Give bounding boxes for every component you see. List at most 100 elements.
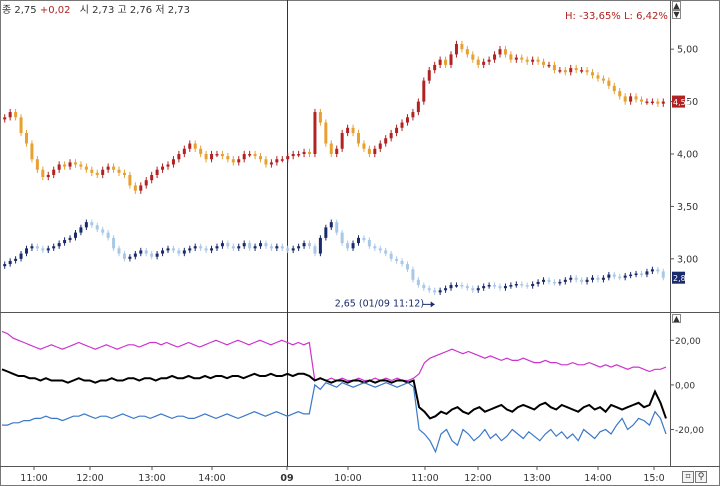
candle-body bbox=[623, 96, 627, 102]
candle-body bbox=[117, 248, 121, 254]
time-tick-label: 11:00 bbox=[20, 473, 47, 484]
candle-body bbox=[509, 54, 513, 60]
candle-body bbox=[35, 246, 39, 249]
candle-body bbox=[580, 70, 584, 72]
axis-layer: 5,00 4,50 4,00 3,50 3,00 4,50 2,82 2,65 (01/09 … bbox=[20, 45, 704, 484]
candle-body bbox=[308, 243, 312, 247]
candle-body bbox=[542, 279, 546, 282]
candle-body bbox=[444, 59, 448, 65]
candle-body bbox=[542, 61, 546, 65]
candle-body bbox=[177, 250, 181, 254]
candle-body bbox=[139, 185, 143, 191]
candle-body bbox=[650, 269, 654, 272]
candle-body bbox=[346, 243, 350, 249]
candle-body bbox=[460, 285, 464, 287]
candle-body bbox=[618, 91, 622, 97]
candle-body bbox=[19, 117, 23, 134]
candle-body bbox=[335, 222, 339, 233]
candle-body bbox=[536, 59, 540, 62]
candle-body bbox=[405, 264, 409, 270]
candle-body bbox=[389, 133, 393, 139]
candle-body bbox=[84, 166, 88, 170]
candle-body bbox=[161, 166, 165, 170]
candle-body bbox=[3, 264, 7, 267]
candle-body bbox=[73, 162, 77, 165]
time-tick-label: 09 bbox=[280, 473, 293, 484]
candle-body bbox=[220, 154, 224, 157]
candle-body bbox=[14, 258, 18, 261]
candle-body bbox=[57, 164, 61, 170]
candle-body bbox=[454, 43, 458, 55]
candle-body bbox=[237, 159, 241, 163]
last-value-badge-text: 4,50 bbox=[673, 98, 691, 107]
candle-body bbox=[395, 127, 399, 134]
candle-body bbox=[133, 253, 137, 257]
candle-body bbox=[449, 54, 453, 65]
candle-body bbox=[612, 274, 616, 277]
candle-body bbox=[601, 277, 605, 280]
candle-body bbox=[35, 159, 39, 170]
panel-collapse-icon[interactable]: ▲ bbox=[672, 314, 681, 323]
candle-body bbox=[482, 286, 486, 289]
candle-body bbox=[324, 122, 328, 144]
expand-down-icon[interactable]: ▼ bbox=[672, 10, 681, 19]
candle-body bbox=[210, 248, 214, 251]
candle-body bbox=[476, 59, 480, 65]
time-tick-label: 12:00 bbox=[464, 473, 491, 484]
candle-body bbox=[101, 229, 105, 233]
candle-body bbox=[220, 243, 224, 247]
candle-body bbox=[253, 154, 257, 157]
candle-body bbox=[433, 64, 437, 71]
candle-body bbox=[155, 253, 159, 257]
candle-body bbox=[601, 78, 605, 81]
candle-body bbox=[656, 101, 660, 104]
candle-body bbox=[449, 285, 453, 289]
candle-body bbox=[286, 248, 290, 251]
candle-body bbox=[629, 96, 633, 102]
price-tick-label: 5,00 bbox=[677, 45, 698, 56]
zoom-icon[interactable]: ⚲ bbox=[695, 471, 707, 483]
candle-body bbox=[199, 148, 203, 154]
candle-body bbox=[177, 154, 181, 160]
candle-body bbox=[356, 133, 360, 144]
candle-body bbox=[52, 169, 56, 175]
crosshair-tool-icon[interactable]: ⌗ bbox=[682, 471, 694, 483]
candle-body bbox=[248, 243, 252, 249]
candle-body bbox=[95, 225, 99, 230]
candle-body bbox=[63, 239, 67, 244]
expand-up-icon[interactable]: ▲ bbox=[672, 1, 681, 10]
candle-body bbox=[128, 256, 132, 259]
candle-body bbox=[8, 112, 12, 118]
quote-header: 종 2,75 +0,02 시 2,73 고 2,76 저 2,73 bbox=[2, 1, 190, 16]
candle-body bbox=[650, 101, 654, 104]
candle-body bbox=[656, 269, 660, 272]
candle-body bbox=[346, 127, 350, 134]
candle-body bbox=[41, 248, 45, 251]
candle-body bbox=[182, 250, 186, 254]
candle-body bbox=[335, 148, 339, 154]
candle-body bbox=[465, 49, 469, 55]
candle-body bbox=[297, 246, 301, 249]
candle-body bbox=[596, 75, 600, 79]
time-tick-label: 14:00 bbox=[584, 473, 611, 484]
candle-body bbox=[563, 70, 567, 73]
candle-body bbox=[52, 246, 56, 249]
candle-body bbox=[275, 246, 279, 249]
candle-body bbox=[520, 57, 524, 60]
candle-body bbox=[291, 154, 295, 157]
candle-body bbox=[362, 143, 366, 149]
candle-body bbox=[215, 246, 219, 249]
candle-body bbox=[351, 127, 355, 134]
candle-body bbox=[580, 279, 584, 282]
candle-body bbox=[661, 271, 665, 278]
candle-body bbox=[493, 285, 497, 287]
candle-body bbox=[122, 172, 126, 175]
candle-body bbox=[640, 273, 644, 276]
last-value-badge bbox=[672, 271, 685, 284]
candle-body bbox=[46, 248, 50, 251]
quote-change: +0,02 bbox=[39, 5, 71, 16]
candle-body bbox=[411, 112, 415, 118]
candle-body bbox=[552, 64, 556, 71]
candle-body bbox=[645, 101, 649, 104]
candle-body bbox=[574, 68, 578, 71]
